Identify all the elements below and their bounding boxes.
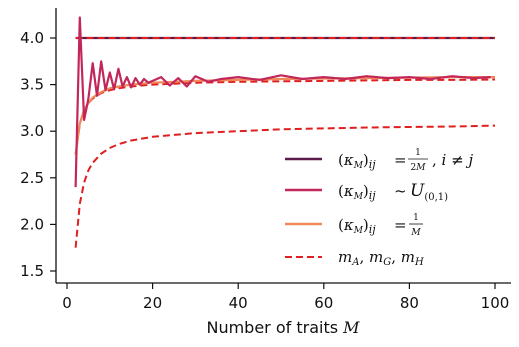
series-means-line-1 xyxy=(74,78,496,155)
legend-label-2-lhs: (κM)ij xyxy=(338,182,376,202)
x-tick-label: 0 xyxy=(62,294,72,312)
legend-label-3-eq: = xyxy=(394,216,407,234)
y-tick-label: 1.5 xyxy=(20,262,44,280)
y-tick-label: 4.0 xyxy=(20,29,44,47)
x-axis-label-text: Number of traits xyxy=(206,318,338,337)
x-axis-label: Number of traits M xyxy=(206,318,360,337)
x-tick-label: 100 xyxy=(481,294,510,312)
legend-label-2-sim: ~ xyxy=(394,182,407,200)
series-means-line-2 xyxy=(74,124,496,248)
series-layer xyxy=(74,16,496,248)
legend-label-1-lhs: (κM)ij xyxy=(338,151,376,171)
ticks-layer: 0 20 40 60 80 100 1.5 2.0 2.5 3.0 3.5 4.0 xyxy=(20,29,509,312)
legend-label-1-cond: , i ≠ j xyxy=(432,151,473,169)
legend-label-3-den: M xyxy=(410,228,421,238)
axes-layer xyxy=(55,8,511,284)
x-tick-label: 80 xyxy=(400,294,419,312)
x-tick-label: 40 xyxy=(229,294,248,312)
y-tick-label: 3.5 xyxy=(20,76,44,94)
legend-label-1-num: 1 xyxy=(415,148,421,158)
y-tick-label: 2.5 xyxy=(20,169,44,187)
y-tick-label: 3.0 xyxy=(20,122,44,140)
legend-label-4: mA, mG, mH xyxy=(338,248,424,268)
series-inverse-m-line-0 xyxy=(74,76,495,155)
x-tick-label: 60 xyxy=(314,294,333,312)
legend-label-3-num: 1 xyxy=(413,213,419,223)
legend-label-3-lhs: (κM)ij xyxy=(338,216,376,236)
legend-label-1-den: 2M xyxy=(411,163,427,173)
legend: (κM)ij = 1 2M , i ≠ j (κM)ij ~ U(0,1) (κM)ij = 1 Mm… xyxy=(285,148,473,268)
x-tick-label: 20 xyxy=(143,294,162,312)
y-tick-label: 2.0 xyxy=(20,215,44,233)
legend-label-1-eq: = xyxy=(394,151,407,169)
series-uniform-random-line-0 xyxy=(74,16,491,188)
legend-label-2-dist: U(0,1) xyxy=(410,181,448,203)
x-axis-label-symbol: M xyxy=(342,318,360,337)
